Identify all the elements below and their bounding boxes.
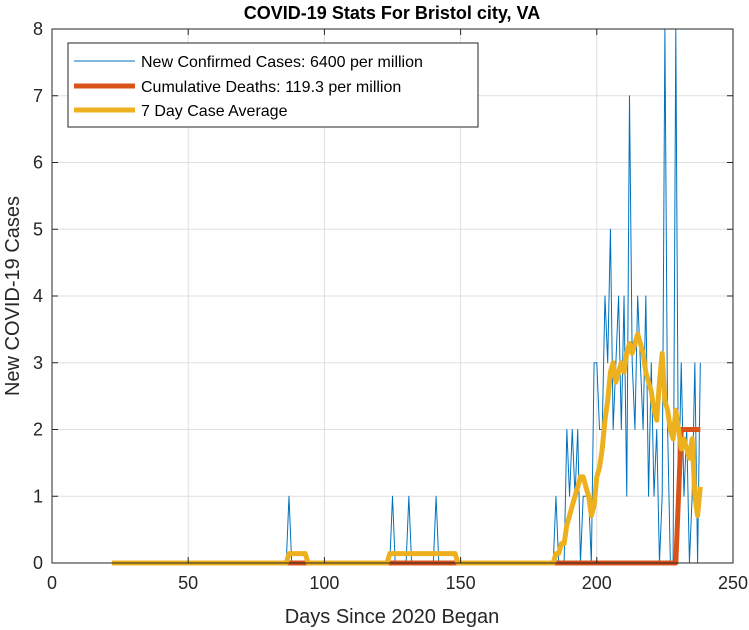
y-tick-label: 4	[33, 286, 43, 306]
legend-label-new-cases: New Confirmed Cases: 6400 per million	[141, 54, 423, 71]
y-tick-label: 5	[33, 219, 43, 239]
x-axis-label: Days Since 2020 Began	[285, 606, 500, 628]
chart-title: COVID-19 Stats For Bristol city, VA	[244, 3, 540, 23]
x-tick-label: 250	[718, 573, 748, 593]
x-tick-label: 0	[47, 573, 57, 593]
y-tick-label: 8	[33, 19, 43, 39]
x-tick-label: 50	[178, 573, 198, 593]
y-tick-label: 1	[33, 486, 43, 506]
series-7-day-average	[111, 331, 703, 566]
y-tick-label: 3	[33, 353, 43, 373]
legend-label-cumulative-deaths: Cumulative Deaths: 119.3 per million	[141, 79, 401, 96]
x-tick-label: 200	[582, 573, 612, 593]
x-tick-label: 100	[309, 573, 339, 593]
legend-box	[67, 42, 479, 128]
legend: New Confirmed Cases: 6400 per million Cu…	[67, 42, 479, 128]
y-tick-label: 2	[33, 420, 43, 440]
axis-ticks: 0 50 100 150 200 250 0 1 2 3 4 5 6 7 8	[33, 19, 748, 593]
y-tick-label: 0	[33, 553, 43, 573]
legend-label-7-day-average: 7 Day Case Average	[141, 103, 288, 120]
x-tick-label: 150	[446, 573, 476, 593]
y-tick-label: 7	[33, 86, 43, 106]
series-new-confirmed-cases	[111, 28, 701, 564]
y-tick-label: 6	[33, 153, 43, 173]
y-axis-label: New COVID-19 Cases	[2, 196, 24, 396]
